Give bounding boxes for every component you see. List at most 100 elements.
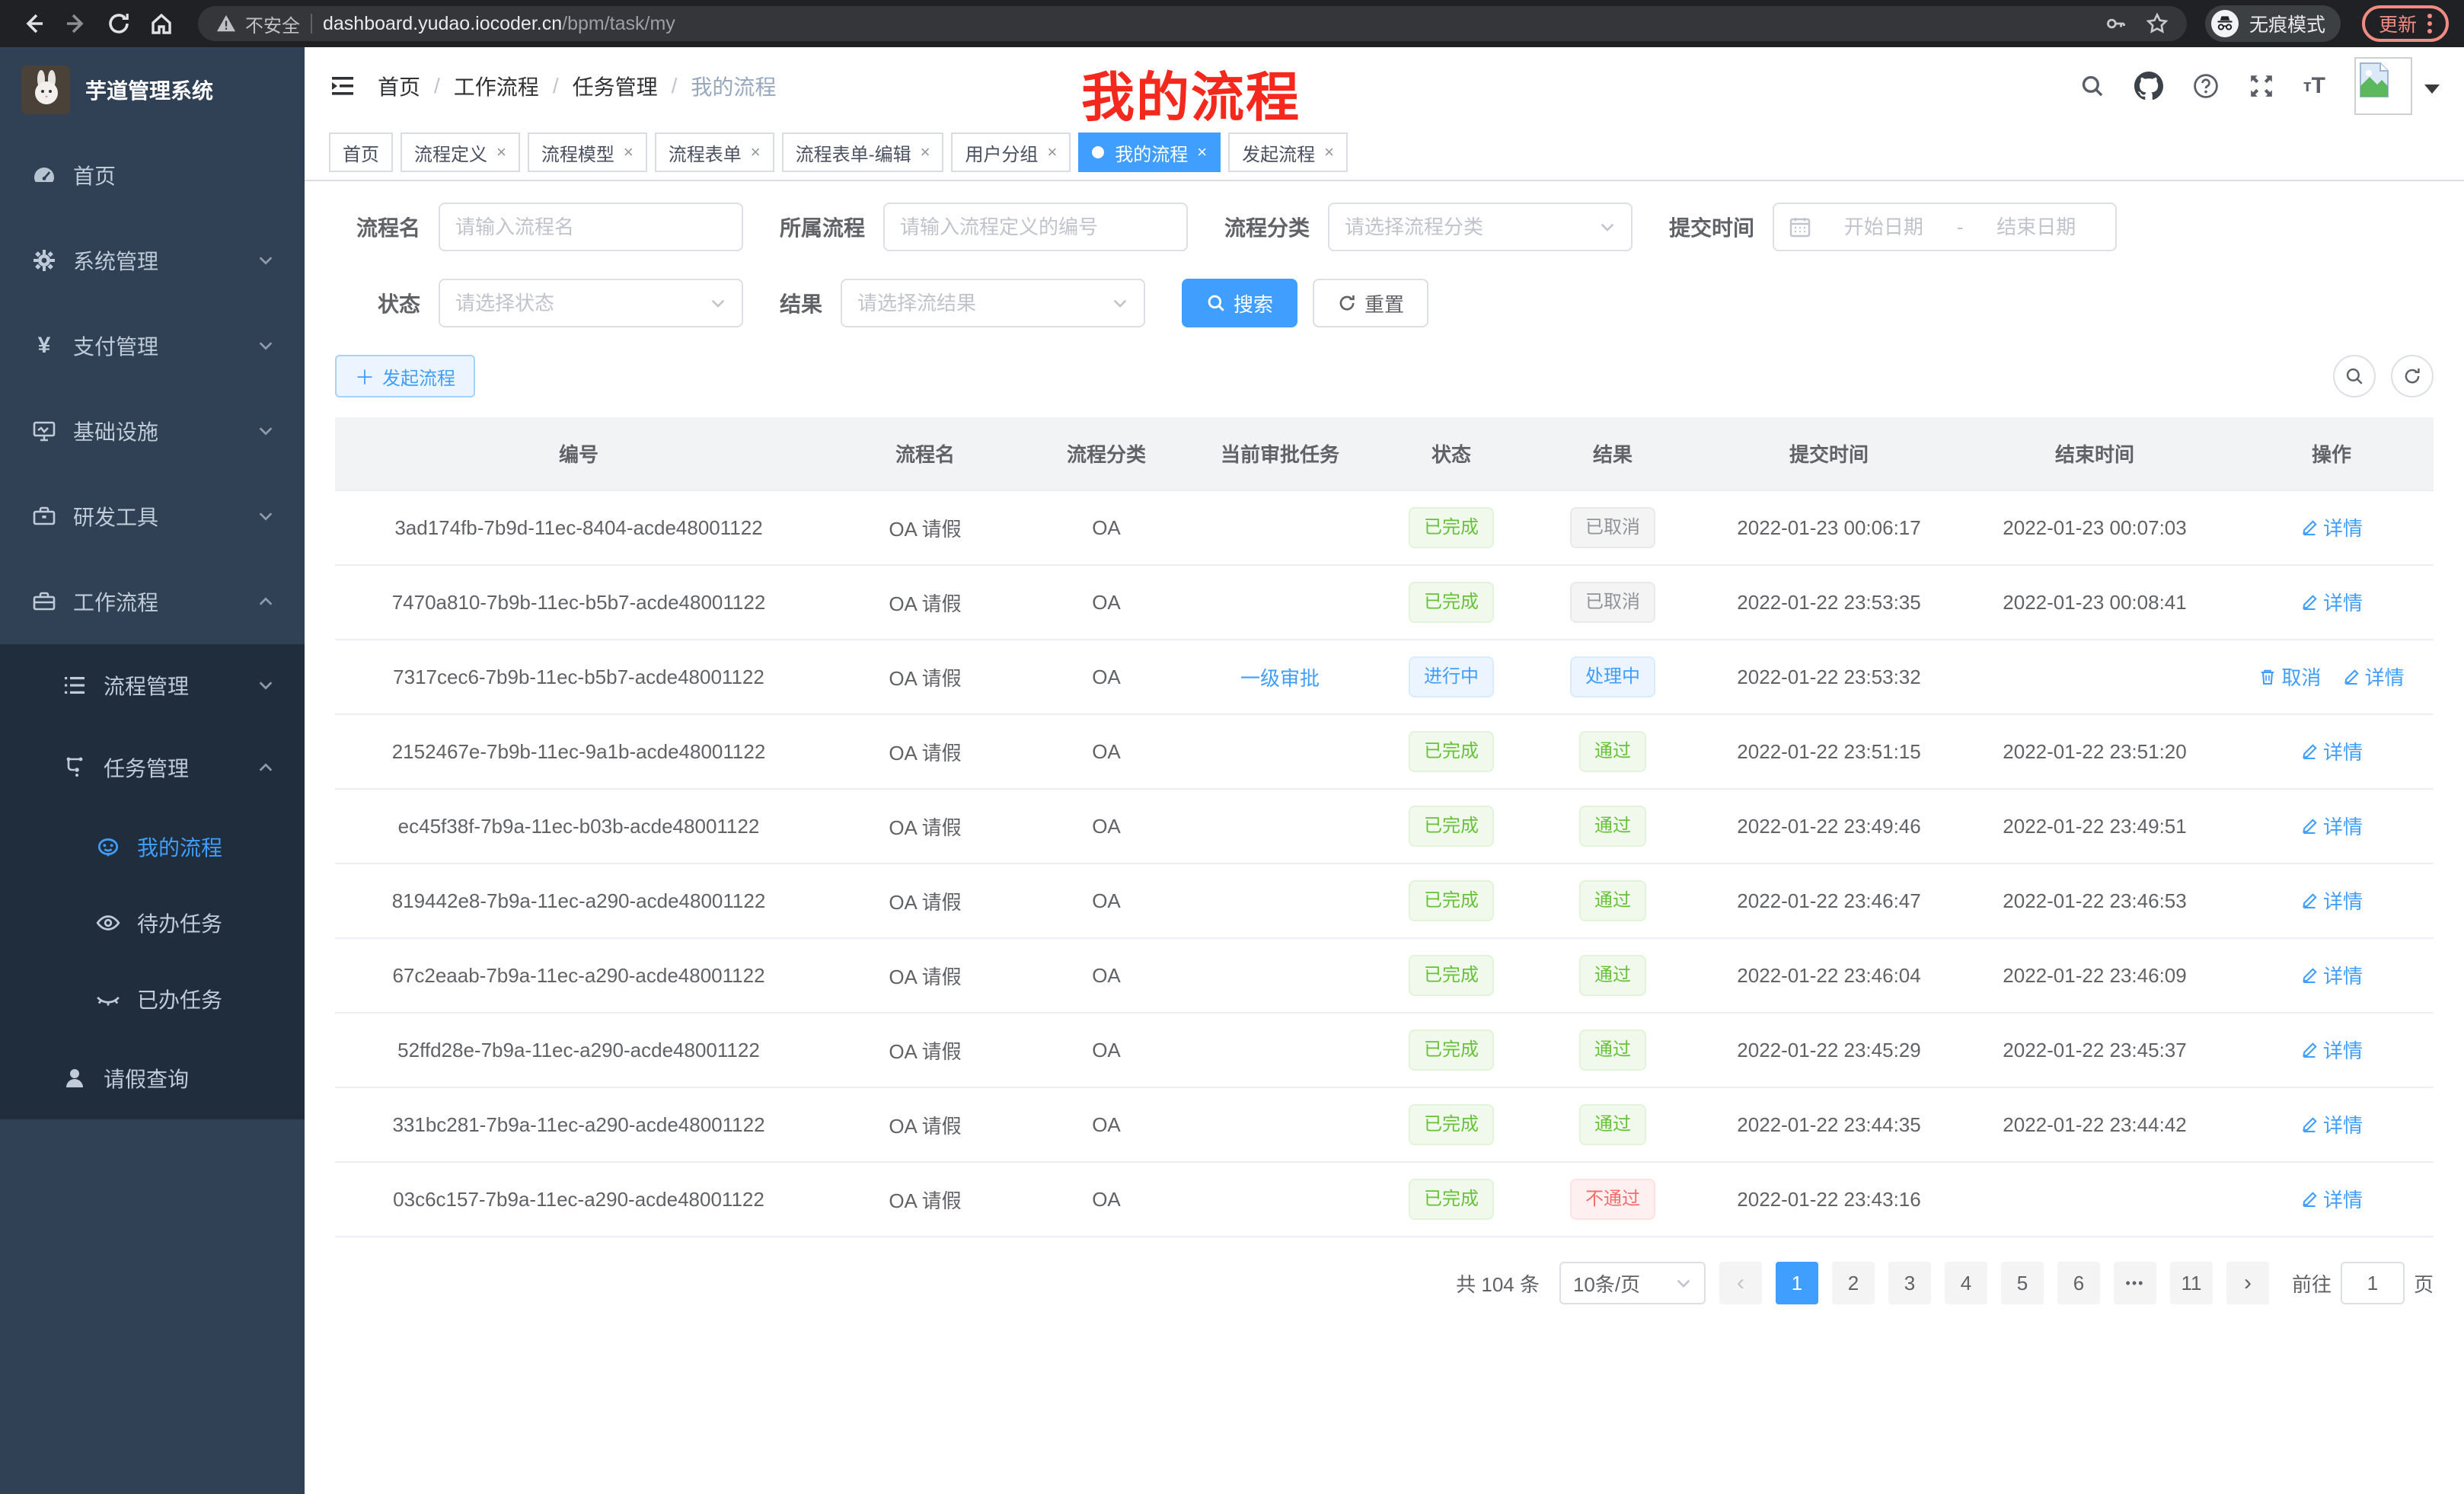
detail-link[interactable]: 详情	[2300, 961, 2363, 989]
breadcrumb-home[interactable]: 首页	[378, 75, 421, 99]
browser-forward-icon[interactable]	[58, 5, 94, 42]
goto-page-input[interactable]	[2340, 1262, 2405, 1304]
page-number[interactable]: 2	[1831, 1262, 1875, 1304]
cell-category: OA	[1028, 640, 1185, 715]
tab-close-icon[interactable]: ×	[1197, 142, 1208, 161]
prev-page-button[interactable]: ‹	[1719, 1262, 1762, 1304]
process-category-select[interactable]	[1328, 203, 1633, 251]
status-select[interactable]	[439, 279, 743, 327]
end-date-input[interactable]	[1972, 215, 2101, 239]
tab-process-form-edit[interactable]: 流程表单-编辑 ×	[781, 132, 944, 172]
current-task-link[interactable]: 一级审批	[1240, 666, 1320, 690]
tab-close-icon[interactable]: ×	[623, 142, 634, 161]
cell-submit-time: 2022-01-22 23:45:29	[1698, 1013, 1960, 1088]
browser-home-icon[interactable]	[143, 5, 180, 42]
filter-submit-time: 提交时间 -	[1669, 203, 2118, 251]
user-menu[interactable]	[2354, 57, 2440, 115]
search-icon	[1208, 295, 1224, 311]
sidebar-item-label: 首页	[73, 164, 116, 188]
tab-close-icon[interactable]: ×	[1047, 142, 1058, 161]
filter-process-name: 流程名	[335, 203, 743, 251]
sidebar-item-done-tasks[interactable]: 已办任务	[0, 961, 305, 1037]
tab-close-icon[interactable]: ×	[496, 142, 506, 161]
sidebar-item-task-mgmt[interactable]: 任务管理	[0, 726, 305, 809]
github-icon[interactable]	[2134, 72, 2163, 101]
toggle-search-button[interactable]	[2333, 355, 2376, 397]
page-number[interactable]: 1	[1775, 1262, 1818, 1304]
start-date-input[interactable]	[1820, 215, 1948, 239]
page-number[interactable]: 3	[1888, 1262, 1931, 1304]
browser-update-button[interactable]: 更新	[2361, 5, 2449, 42]
sidebar-item-home[interactable]: 首页	[0, 132, 305, 218]
detail-link[interactable]: 详情	[2300, 812, 2363, 840]
page-number[interactable]: 6	[2057, 1262, 2100, 1304]
process-definition-input[interactable]	[900, 215, 1172, 239]
tab-close-icon[interactable]: ×	[750, 142, 761, 161]
breadcrumb-workflow[interactable]: 工作流程	[453, 75, 539, 99]
sidebar-item-label: 系统管理	[73, 250, 159, 273]
tab-user-group[interactable]: 用户分组 ×	[951, 132, 1071, 172]
browser-reload-icon[interactable]	[101, 5, 137, 42]
tab-process-model[interactable]: 流程模型 ×	[527, 132, 647, 172]
status-badge: 已完成	[1409, 1030, 1494, 1071]
chevron-down-icon	[257, 508, 274, 525]
tab-close-icon[interactable]: ×	[1324, 142, 1335, 161]
cell-name: OA 请假	[822, 1087, 1028, 1163]
detail-link[interactable]: 详情	[2300, 513, 2363, 541]
page-number-last[interactable]: 11	[2169, 1262, 2213, 1304]
sidebar-item-leave-query[interactable]: 请假查询	[0, 1037, 305, 1119]
page-number[interactable]: 5	[2000, 1262, 2044, 1304]
process-name-input[interactable]	[455, 215, 726, 239]
key-icon[interactable]	[2105, 12, 2127, 35]
bookmark-star-icon[interactable]	[2146, 12, 2169, 35]
sidebar-item-infra[interactable]: 基础设施	[0, 388, 305, 474]
sidebar-item-todo-tasks[interactable]: 待办任务	[0, 885, 305, 961]
help-icon[interactable]	[2192, 72, 2220, 100]
tab-process-definition[interactable]: 流程定义 ×	[401, 132, 520, 172]
tab-close-icon[interactable]: ×	[920, 142, 930, 161]
list-icon	[61, 673, 88, 698]
cancel-link[interactable]: 取消	[2258, 662, 2321, 691]
search-icon[interactable]	[2079, 73, 2105, 99]
status-badge: 已完成	[1409, 731, 1494, 772]
browser-back-icon[interactable]	[15, 5, 52, 42]
detail-link[interactable]: 详情	[2300, 588, 2363, 616]
result-select[interactable]	[841, 279, 1146, 327]
page-size-select[interactable]: 10条/页	[1559, 1262, 1706, 1304]
date-range-picker[interactable]: -	[1773, 203, 2118, 251]
tab-start-process[interactable]: 发起流程 ×	[1228, 132, 1348, 172]
address-bar[interactable]: 不安全 dashboard.yudao.iocoder.cn/bpm/task/…	[198, 6, 2187, 41]
refresh-table-button[interactable]	[2391, 355, 2434, 397]
tab-process-form[interactable]: 流程表单 ×	[654, 132, 774, 172]
tab-my-process[interactable]: 我的流程 ×	[1078, 132, 1221, 172]
chevron-down-icon	[257, 252, 274, 269]
avatar[interactable]	[2354, 57, 2412, 115]
detail-link[interactable]: 详情	[2300, 1185, 2363, 1213]
page-number[interactable]: 4	[1944, 1262, 1987, 1304]
detail-link[interactable]: 详情	[2342, 662, 2405, 691]
detail-link[interactable]: 详情	[2300, 1110, 2363, 1138]
detail-link[interactable]: 详情	[2300, 737, 2363, 765]
browser-menu-icon[interactable]	[2427, 14, 2432, 34]
next-page-button[interactable]: ›	[2226, 1262, 2269, 1304]
sidebar-fold-icon[interactable]	[329, 72, 356, 100]
security-warning[interactable]: 不安全	[216, 11, 300, 37]
sidebar-item-process-mgmt[interactable]: 流程管理	[0, 644, 305, 726]
breadcrumb-task-mgmt[interactable]: 任务管理	[572, 75, 658, 99]
sidebar-item-pay[interactable]: ¥ 支付管理	[0, 303, 305, 388]
flow-icon	[61, 755, 88, 780]
sidebar-item-my-process[interactable]: 我的流程	[0, 809, 305, 885]
detail-link[interactable]: 详情	[2300, 1036, 2363, 1064]
reset-button[interactable]: 重置	[1313, 279, 1429, 327]
page-ellipsis[interactable]: •••	[2113, 1262, 2156, 1304]
incognito-badge: 无痕模式	[2204, 5, 2341, 42]
fullscreen-icon[interactable]	[2249, 73, 2274, 99]
detail-link[interactable]: 详情	[2300, 886, 2363, 915]
sidebar-item-devtools[interactable]: 研发工具	[0, 474, 305, 559]
tab-home[interactable]: 首页	[329, 132, 393, 172]
create-process-button[interactable]: ＋ 发起流程	[335, 355, 476, 397]
sidebar-item-workflow[interactable]: 工作流程	[0, 559, 305, 644]
search-button[interactable]: 搜索	[1182, 279, 1298, 327]
sidebar-item-system[interactable]: 系统管理	[0, 218, 305, 303]
